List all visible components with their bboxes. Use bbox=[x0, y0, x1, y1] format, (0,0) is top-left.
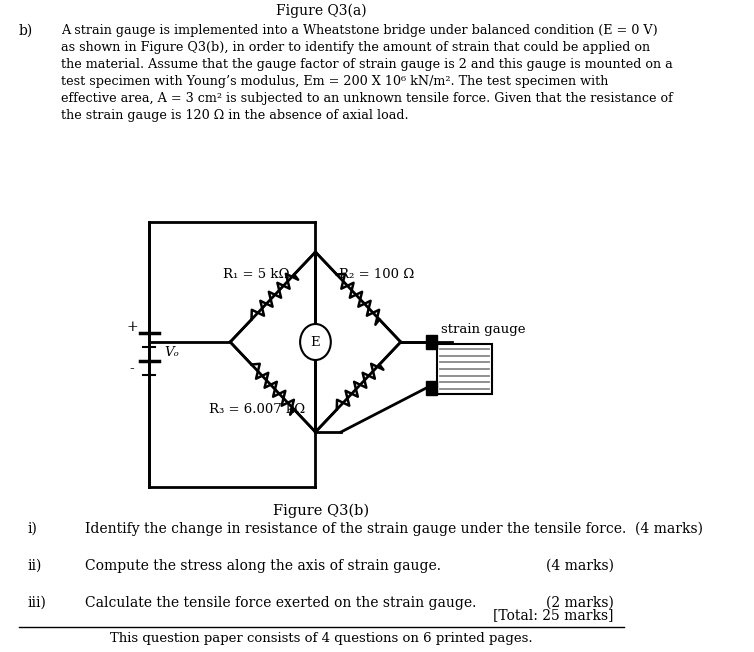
Text: R₂ = 100 Ω: R₂ = 100 Ω bbox=[339, 268, 415, 281]
Text: effective area, A = 3 cm² is subjected to an unknown tensile force. Given that t: effective area, A = 3 cm² is subjected t… bbox=[61, 92, 673, 105]
Text: -: - bbox=[130, 362, 134, 376]
Bar bbox=[426, 381, 437, 395]
Text: ii): ii) bbox=[27, 559, 41, 573]
Bar bbox=[426, 335, 437, 349]
Text: R₃ = 6.007 kΩ: R₃ = 6.007 kΩ bbox=[210, 403, 305, 416]
Bar bbox=[437, 344, 492, 394]
Text: (4 marks): (4 marks) bbox=[546, 559, 614, 573]
Text: [Total: 25 marks]: [Total: 25 marks] bbox=[493, 608, 614, 622]
Text: A strain gauge is implemented into a Wheatstone bridge under balanced condition : A strain gauge is implemented into a Whe… bbox=[61, 24, 658, 37]
Text: This question paper consists of 4 questions on 6 printed pages.: This question paper consists of 4 questi… bbox=[110, 632, 533, 645]
Text: iii): iii) bbox=[27, 596, 46, 610]
Text: i): i) bbox=[27, 522, 37, 536]
Text: R₁ = 5 kΩ: R₁ = 5 kΩ bbox=[222, 268, 289, 281]
Text: Compute the stress along the axis of strain gauge.: Compute the stress along the axis of str… bbox=[85, 559, 441, 573]
Text: the material. Assume that the gauge factor of strain gauge is 2 and this gauge i: the material. Assume that the gauge fact… bbox=[61, 58, 673, 71]
Text: Figure Q3(b): Figure Q3(b) bbox=[274, 504, 369, 518]
Text: (2 marks): (2 marks) bbox=[546, 596, 614, 610]
Text: strain gauge: strain gauge bbox=[441, 323, 526, 336]
Text: b): b) bbox=[19, 24, 33, 38]
Circle shape bbox=[300, 324, 331, 360]
Text: Calculate the tensile force exerted on the strain gauge.: Calculate the tensile force exerted on t… bbox=[85, 596, 477, 610]
Text: Identify the change in resistance of the strain gauge under the tensile force.  : Identify the change in resistance of the… bbox=[85, 522, 703, 537]
Text: the strain gauge is 120 Ω in the absence of axial load.: the strain gauge is 120 Ω in the absence… bbox=[61, 109, 409, 122]
Text: test specimen with Young’s modulus, Em = 200 X 10⁶ kN/m². The test specimen with: test specimen with Young’s modulus, Em =… bbox=[61, 75, 608, 88]
Text: Figure Q3(a): Figure Q3(a) bbox=[276, 4, 366, 18]
Text: Vₒ: Vₒ bbox=[164, 346, 179, 359]
Text: +: + bbox=[127, 320, 138, 334]
Text: as shown in Figure Q3(b), in order to identify the amount of strain that could b: as shown in Figure Q3(b), in order to id… bbox=[61, 41, 651, 54]
Text: E: E bbox=[311, 336, 320, 349]
